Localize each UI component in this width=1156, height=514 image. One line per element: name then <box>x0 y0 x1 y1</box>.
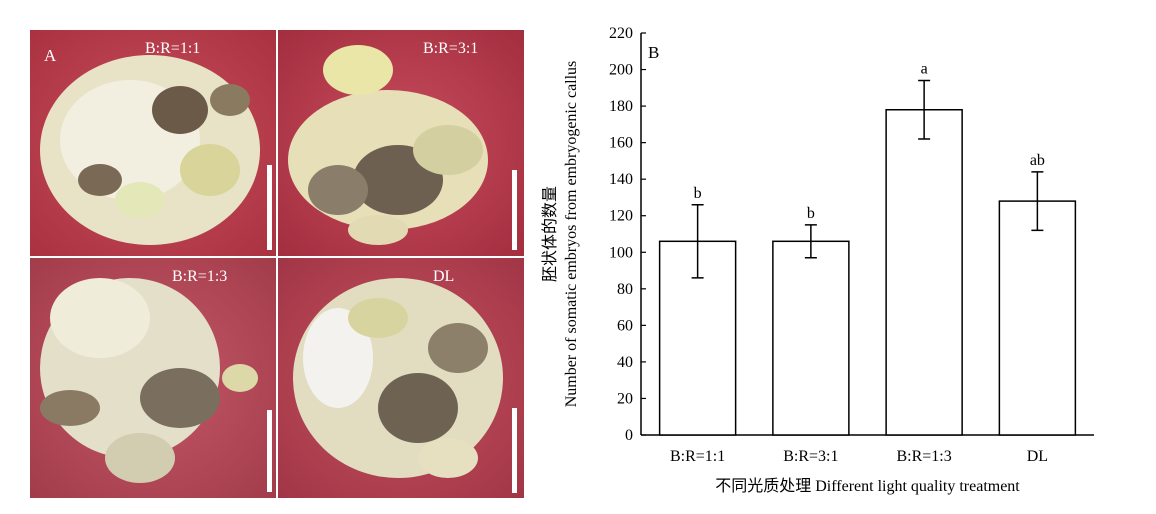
chart-panel: 0 20 40 60 80 100 120 140 160 180 200 220 B:R=1:1 B:R… <box>540 20 1140 510</box>
chart-bars: b b a ab <box>658 61 1077 436</box>
panel-letter-b: B <box>648 43 659 62</box>
bar-chart: 0 20 40 60 80 100 120 140 160 180 200 220 B:R=1:1 B:R… <box>541 25 1094 495</box>
y-tick-label: 200 <box>609 62 633 79</box>
y-axis-label: Number of somatic embryos from embryogen… <box>563 61 580 408</box>
callus-image <box>278 30 524 256</box>
callus-image <box>278 258 524 498</box>
x-axis-label: 不同光质处理 Different light quality treatment <box>715 477 1020 495</box>
y-tick-label: 140 <box>609 171 633 188</box>
y-tick-label: 40 <box>617 354 633 371</box>
bar <box>998 200 1077 436</box>
y-tick-label: 100 <box>609 244 633 261</box>
x-tick-label: B:R=3:1 <box>783 448 838 465</box>
photo-label: B:R=3:1 <box>423 40 479 57</box>
y-tick-label: 180 <box>609 98 633 115</box>
y-tick-label: 80 <box>617 281 633 298</box>
photo-br-1-3: B:R=1:3 <box>30 258 276 498</box>
significance-label: a <box>921 61 928 78</box>
panel-letter-a: A <box>44 46 57 65</box>
significance-label: b <box>807 205 815 222</box>
photo-dl: DL <box>278 258 524 498</box>
photo-label: B:R=1:3 <box>172 268 228 285</box>
y-tick-label: 20 <box>617 390 633 407</box>
callus-image <box>30 258 276 498</box>
x-tick-label: B:R=1:3 <box>896 448 951 465</box>
photo-panel: A B:R=1:1 B:R=3:1 <box>30 30 524 498</box>
scale-bar <box>267 165 272 250</box>
y-tick-label: 120 <box>609 208 633 225</box>
photo-br-3-1: B:R=3:1 <box>278 30 524 256</box>
significance-label: b <box>694 185 702 202</box>
x-tick-label: DL <box>1027 448 1048 465</box>
y-tick-label: 60 <box>617 317 633 334</box>
scale-bar <box>512 170 517 250</box>
bar <box>772 240 850 436</box>
photo-label: DL <box>433 268 455 285</box>
bar <box>885 108 963 436</box>
callus-image <box>30 30 276 256</box>
y-axis-label-chinese: 胚状体的数量 <box>541 186 559 282</box>
scale-bar <box>512 408 517 493</box>
x-tick-label: B:R=1:1 <box>670 448 725 465</box>
significance-label: ab <box>1030 152 1045 169</box>
y-tick-label: 160 <box>609 135 633 152</box>
scale-bar <box>267 410 272 492</box>
photo-br-1-1: A B:R=1:1 <box>30 30 276 256</box>
y-tick-label: 220 <box>609 25 633 42</box>
photo-label: B:R=1:1 <box>145 40 201 57</box>
chart-axes: 0 20 40 60 80 100 120 140 160 180 200 220 B:R=1:1 B:R… <box>609 25 1094 465</box>
y-tick-label: 0 <box>625 427 633 444</box>
